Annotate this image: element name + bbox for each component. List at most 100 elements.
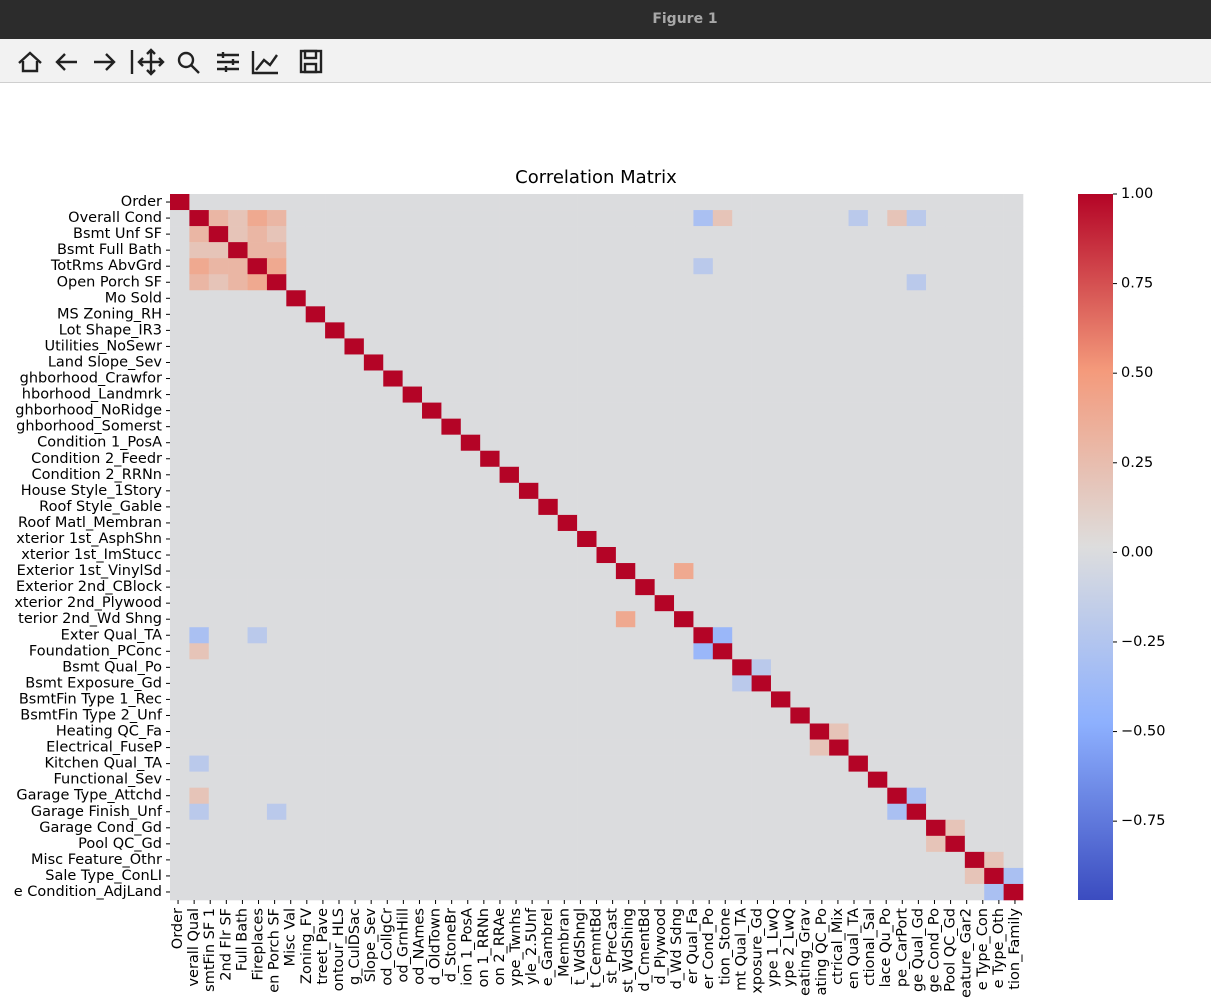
heatmap-cell	[577, 418, 597, 435]
heatmap-cell	[325, 611, 345, 628]
heatmap-cell	[228, 547, 248, 564]
heatmap-cell	[480, 675, 500, 692]
heatmap-cell	[751, 434, 772, 452]
heatmap-cell	[363, 835, 384, 853]
zoom-button[interactable]	[177, 51, 200, 74]
heatmap-cell	[228, 707, 248, 724]
heatmap-cell	[596, 835, 617, 853]
heatmap-cell	[906, 739, 927, 756]
heatmap-cell	[557, 386, 578, 403]
heatmap-cell	[170, 659, 190, 676]
heatmap-cell	[325, 194, 345, 211]
heatmap-cell	[751, 643, 772, 660]
heatmap-cell	[286, 386, 307, 403]
y-tick-label: Functional_Sev	[53, 772, 162, 788]
heatmap-cell	[577, 370, 597, 387]
back-button[interactable]	[55, 53, 77, 71]
heatmap-cell	[654, 627, 675, 644]
heatmap-cell	[170, 755, 190, 772]
heatmap-cell	[170, 851, 190, 869]
heatmap-cell	[693, 450, 714, 468]
heatmap-cell	[266, 210, 287, 227]
heatmap-cell	[809, 803, 830, 821]
heatmap-cell	[654, 418, 675, 435]
heatmap-cell	[790, 739, 811, 756]
heatmap-cell	[228, 819, 248, 837]
heatmap-cell	[363, 370, 384, 387]
heatmap-cell	[712, 803, 733, 821]
heatmap-cell	[751, 851, 772, 869]
heatmap-cell	[887, 210, 907, 227]
heatmap-cell	[693, 835, 714, 853]
configure-button[interactable]	[217, 52, 239, 72]
heatmap-cell	[984, 883, 1004, 901]
heatmap-cell	[654, 402, 675, 419]
heatmap-cell	[247, 675, 268, 692]
heatmap-cell	[344, 803, 365, 821]
heatmap-cell	[906, 418, 927, 435]
heatmap-cell	[518, 210, 539, 227]
x-tick-label: eating_Grav	[798, 908, 814, 996]
heatmap-cell	[170, 210, 190, 227]
forward-button[interactable]	[94, 53, 116, 71]
heatmap-cell	[402, 434, 423, 452]
heatmap-cell	[887, 691, 907, 708]
heatmap-cell	[460, 643, 481, 660]
heatmap-cell	[964, 210, 985, 227]
heatmap-cell	[829, 707, 849, 724]
heatmap-cell	[829, 434, 849, 452]
heatmap-cell	[499, 659, 520, 676]
heatmap-cell	[441, 482, 462, 500]
heatmap-cell	[538, 739, 559, 756]
heatmap-cell	[964, 867, 985, 885]
heatmap-cell	[305, 691, 326, 708]
heatmap-cell	[964, 595, 985, 612]
edit-axis-button[interactable]	[251, 51, 278, 75]
heatmap-cell	[693, 771, 714, 788]
heatmap-cell	[964, 579, 985, 596]
heatmap-cell	[305, 659, 326, 676]
heatmap-cell	[383, 306, 403, 323]
heatmap-cell	[809, 274, 830, 291]
heatmap-cell	[790, 322, 811, 339]
heatmap-cell	[363, 290, 384, 307]
x-tick-label: d_CmentBd	[637, 908, 653, 992]
heatmap-cell	[596, 450, 617, 468]
heatmap-cell	[906, 867, 927, 885]
heatmap-cell	[344, 338, 365, 355]
heatmap-cell	[596, 466, 617, 484]
heatmap-cell	[363, 450, 384, 468]
heatmap-cell	[208, 530, 229, 548]
heatmap-cell	[363, 514, 384, 532]
heatmap-cell	[770, 466, 791, 484]
pan-button[interactable]	[137, 48, 165, 76]
heatmap-cell	[1003, 579, 1024, 596]
heatmap-cell	[984, 675, 1004, 692]
heatmap-cell	[325, 514, 345, 532]
heatmap-cell	[790, 803, 811, 821]
heatmap-cell	[984, 450, 1004, 468]
y-tick-label: Heating QC_Fa	[56, 724, 162, 740]
heatmap-cell	[635, 819, 655, 837]
heatmap-cell	[790, 627, 811, 644]
heatmap-cell	[674, 867, 694, 885]
heatmap-cell	[712, 322, 733, 339]
save-button[interactable]	[299, 49, 323, 74]
heatmap-cell	[635, 787, 655, 805]
heatmap-cell	[499, 418, 520, 435]
heatmap-cell	[809, 819, 830, 837]
toolbar-buttons	[18, 48, 323, 76]
y-tick-label: Exterior 1st_VinylSd	[17, 563, 162, 579]
heatmap-cell	[906, 627, 927, 644]
home-button[interactable]	[18, 51, 42, 73]
heatmap-cell	[1003, 386, 1024, 403]
heatmap-cell	[770, 547, 791, 564]
heatmap-cell	[906, 274, 927, 291]
heatmap-cell	[383, 867, 403, 885]
heatmap-cell	[577, 226, 597, 243]
heatmap-cell	[170, 322, 190, 339]
heatmap-cell	[635, 563, 655, 580]
heatmap-cell	[945, 434, 966, 452]
heatmap-cell	[945, 819, 966, 837]
heatmap-cell	[906, 194, 927, 211]
